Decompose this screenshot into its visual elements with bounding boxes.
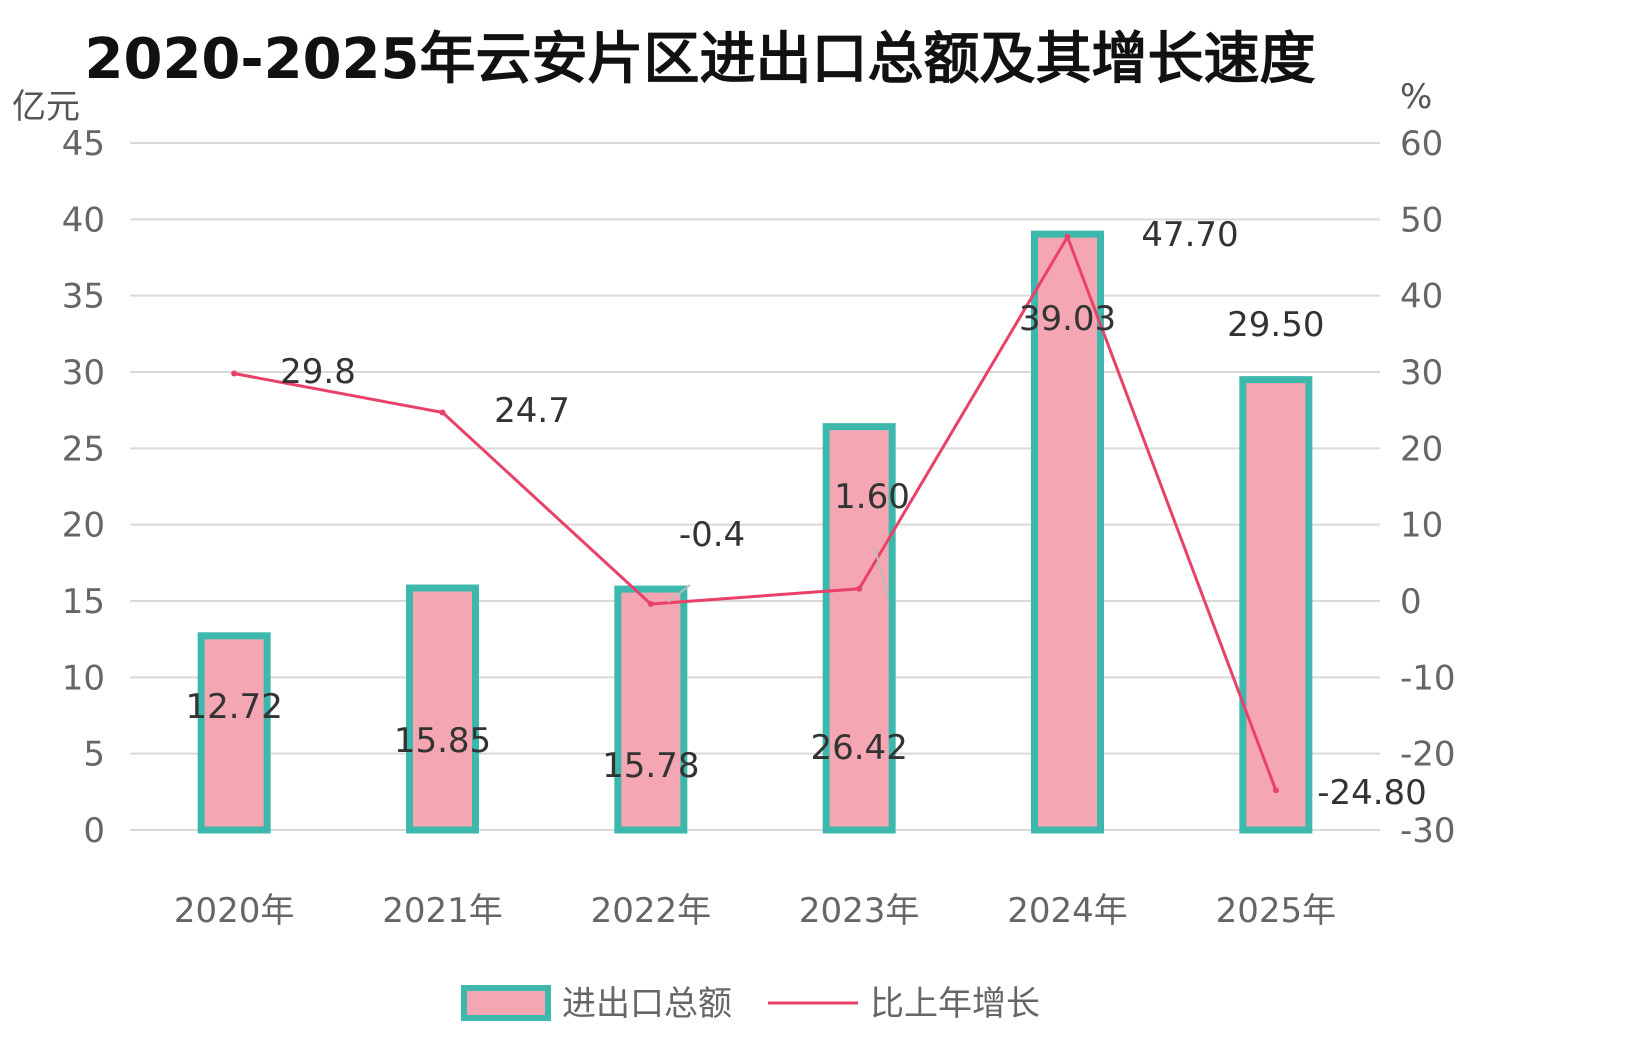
label-leader-line: [667, 584, 691, 603]
bar-value-label: 39.03: [1019, 299, 1116, 339]
chart-title: 2020-2025年云安片区进出口总额及其增长速度: [84, 27, 1316, 92]
left-axis-unit: 亿元: [12, 87, 80, 127]
bar-2021年[interactable]: [406, 584, 479, 834]
right-tick-label: -10: [1400, 658, 1456, 698]
right-tick-label: 30: [1400, 353, 1443, 393]
left-tick-label: 35: [62, 277, 105, 317]
bars: [197, 230, 1313, 834]
left-tick-label: 15: [62, 582, 105, 622]
x-axis: 2020年 2021年 2022年 2023年 2024年 2025年: [174, 891, 1336, 931]
right-tick-label: 50: [1400, 200, 1443, 240]
growth-value-label: 47.70: [1141, 215, 1238, 255]
x-tick-label: 2020年: [174, 891, 295, 931]
growth-value-label: 24.7: [494, 391, 570, 431]
left-tick-label: 0: [83, 811, 105, 851]
legend: 进出口总额 比上年增长: [461, 984, 1040, 1024]
left-tick-label: 10: [62, 658, 105, 698]
growth-point-2022年[interactable]: [647, 601, 654, 608]
bar-2023年[interactable]: [822, 423, 896, 834]
bar-value-label: 12.72: [185, 687, 282, 727]
growth-value-label: -24.80: [1317, 773, 1427, 813]
growth-line-layer: [231, 233, 1279, 794]
bar-value-label: 15.85: [394, 721, 491, 761]
left-tick-label: 20: [62, 506, 105, 546]
right-tick-label: -20: [1400, 735, 1456, 775]
growth-point-2020年[interactable]: [231, 370, 238, 377]
bar-2025年[interactable]: [1239, 376, 1313, 834]
x-tick-label: 2022年: [591, 891, 712, 931]
growth-value-label: 29.8: [280, 352, 356, 392]
growth-value-label: -0.4: [679, 515, 745, 555]
legend-label-line: 比上年增长: [870, 984, 1040, 1024]
gridlines: [130, 142, 1380, 831]
bar-2022年[interactable]: [614, 585, 688, 834]
right-tick-label: 20: [1400, 429, 1443, 469]
bar-value-label: 29.50: [1227, 305, 1324, 345]
right-tick-label: 60: [1400, 124, 1443, 164]
right-tick-label: -30: [1400, 811, 1456, 851]
right-tick-label: 10: [1400, 506, 1443, 546]
x-tick-label: 2021年: [382, 891, 503, 931]
left-tick-label: 30: [62, 353, 105, 393]
right-axis: -30 -20 -10 0 10 20 30 40 50 60%: [1400, 77, 1456, 851]
growth-point-2024年[interactable]: [1064, 233, 1071, 240]
right-tick-label: 40: [1400, 277, 1443, 317]
growth-point-2021年[interactable]: [439, 409, 446, 416]
bar-value-label: 15.78: [602, 746, 699, 786]
right-axis-unit: %: [1400, 77, 1432, 117]
bar-2020年[interactable]: [197, 632, 271, 834]
right-tick-label: 0: [1400, 582, 1422, 622]
left-tick-label: 45: [62, 124, 105, 164]
data-labels: 12.72 15.85 15.78 26.42 39.03 29.50 29.8 24.7 -0…: [185, 215, 1426, 813]
legend-swatch-bar: [461, 985, 551, 1021]
growth-point-2025年[interactable]: [1272, 787, 1279, 794]
x-tick-label: 2023年: [799, 891, 920, 931]
bar-value-label: 26.42: [810, 728, 907, 768]
label-leader-line: [874, 547, 889, 599]
growth-line: [233, 233, 1278, 791]
left-tick-label: 5: [83, 735, 105, 775]
legend-label-bar: 进出口总额: [562, 984, 732, 1024]
growth-point-2023年[interactable]: [856, 585, 863, 592]
left-tick-label: 25: [62, 429, 105, 469]
left-tick-label: 40: [62, 200, 105, 240]
x-tick-label: 2024年: [1007, 891, 1128, 931]
growth-value-label: 1.60: [834, 477, 910, 517]
x-tick-label: 2025年: [1216, 891, 1337, 931]
